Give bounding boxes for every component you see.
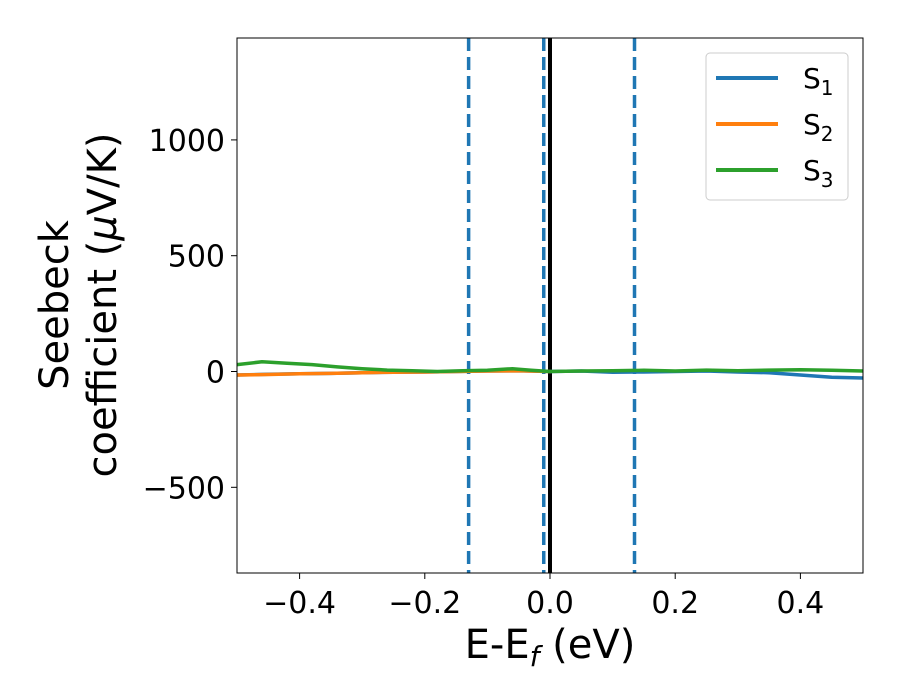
x-axis-label-unit: (eV) (539, 622, 635, 668)
y-tick-label: 0 (206, 356, 225, 391)
y-axis-label-line1: Seebeck (32, 219, 78, 390)
x-tick-label: 0.2 (651, 586, 699, 621)
x-tick-label: −0.4 (263, 586, 336, 621)
series-line-s3 (237, 360, 863, 374)
legend-label-s1: S1 (803, 62, 834, 100)
y-tick-label: −500 (143, 471, 225, 506)
x-tick-label: 0.0 (526, 586, 574, 621)
x-axis-label: E-Ef (eV) (465, 622, 636, 673)
x-axis-label-main: E-E (465, 622, 530, 668)
x-tick-label: 0.4 (777, 586, 825, 621)
legend-box (705, 52, 849, 201)
x-tick-label: −0.2 (388, 586, 461, 621)
y-tick-label: 1000 (149, 124, 225, 159)
y-axis-ticks: −500 0 500 1000 (143, 124, 237, 506)
x-axis-ticks: −0.4 −0.2 0.0 0.2 0.4 (263, 573, 824, 621)
legend: S1 S2 S3 (705, 52, 849, 201)
vertical-reference-lines (466, 38, 637, 573)
series-lines (237, 360, 863, 380)
y-tick-label: 500 (168, 240, 225, 275)
y-axis-label-line2-end: V/K) (80, 133, 126, 216)
legend-entries: S1 S2 S3 (716, 62, 834, 192)
legend-label-s2: S2 (803, 108, 834, 146)
y-axis-label-line2-start: coefficient ( (80, 241, 126, 478)
y-axis-label: Seebeck coefficient (μV/K) (32, 133, 126, 478)
legend-label-s3: S3 (803, 154, 834, 192)
y-axis-label-mu: μ (80, 215, 126, 241)
y-axis-label-line2: coefficient (μV/K) (80, 133, 126, 478)
